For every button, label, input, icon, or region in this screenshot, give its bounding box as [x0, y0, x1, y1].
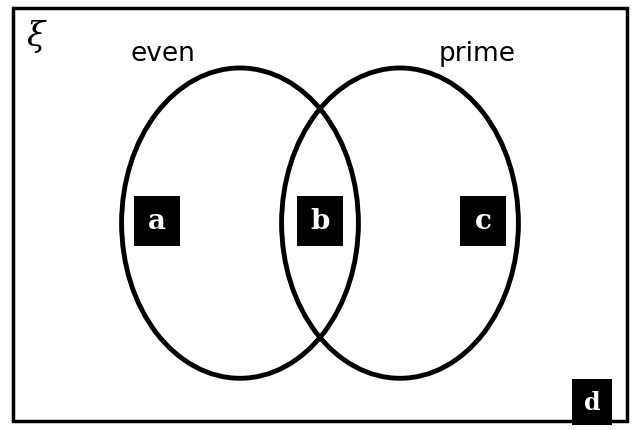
Text: d: d — [584, 390, 600, 414]
Text: a: a — [148, 208, 166, 235]
Text: prime: prime — [438, 41, 515, 67]
FancyBboxPatch shape — [460, 197, 506, 246]
Text: even: even — [131, 41, 196, 67]
FancyBboxPatch shape — [572, 380, 612, 425]
FancyBboxPatch shape — [297, 197, 343, 246]
Text: b: b — [310, 208, 330, 235]
FancyBboxPatch shape — [134, 197, 180, 246]
Text: ξ: ξ — [26, 20, 44, 53]
Text: c: c — [475, 208, 492, 235]
